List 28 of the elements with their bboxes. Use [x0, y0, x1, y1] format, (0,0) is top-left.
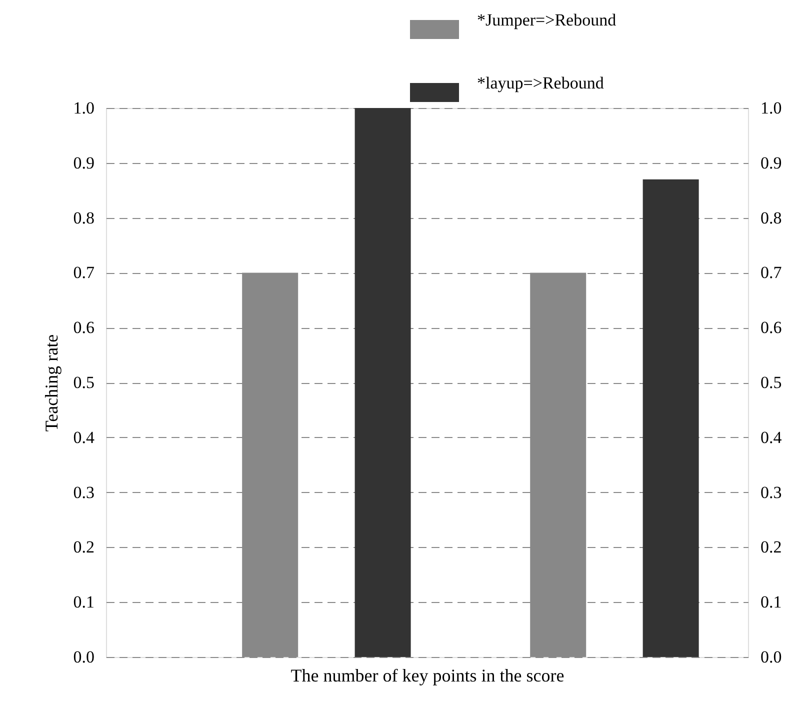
y-tick-label: 0.8	[73, 208, 94, 228]
y2-tick-label: 0.3	[760, 482, 782, 502]
y2-tick-label: 0.6	[760, 318, 782, 338]
y-tick-label: 0.3	[73, 482, 94, 502]
y2-tick-label: 0.8	[760, 208, 782, 228]
y2-tick-label: 0.7	[760, 263, 782, 282]
y2-tick-label: 0.1	[760, 592, 782, 612]
y2-tick-label: 0.4	[760, 428, 782, 447]
y-tick-label: 0.7	[73, 263, 95, 282]
y-tick-label: 0.5	[73, 373, 94, 392]
legend-label: *layup=>Rebound	[477, 74, 604, 92]
y2-tick-label: 0.9	[760, 153, 782, 172]
y-tick-label: 0.4	[73, 428, 95, 447]
x-axis-title: The number of key points in the score	[290, 666, 564, 686]
y-tick-label: 0.1	[73, 592, 94, 612]
y-tick-label: 0.9	[73, 153, 94, 172]
y2-tick-label: 0.0	[760, 648, 782, 666]
bar	[642, 179, 699, 657]
y-tick-label: 0.0	[73, 648, 94, 666]
y-tick-label: 0.6	[73, 318, 94, 338]
legend-label: *Jumper=>Rebound	[477, 10, 617, 30]
y2-tick-label: 1.0	[760, 98, 782, 118]
y-tick-label: 0.2	[73, 538, 94, 557]
y2-tick-label: 0.2	[760, 538, 782, 557]
y-axis-title: Teaching rate	[41, 334, 62, 432]
bar	[354, 108, 411, 657]
y2-tick-label: 0.5	[760, 373, 782, 392]
y-tick-label: 1.0	[73, 98, 94, 118]
